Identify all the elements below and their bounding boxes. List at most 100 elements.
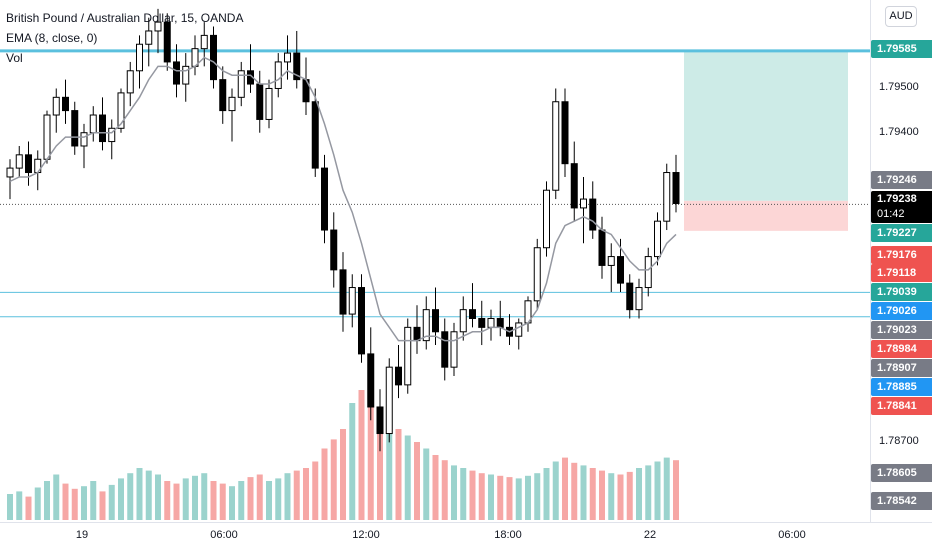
volume-bar bbox=[321, 448, 328, 520]
candle-body bbox=[672, 172, 680, 204]
candle-body bbox=[635, 287, 643, 311]
price-tick-label: 1.79500 bbox=[879, 81, 919, 94]
volume-bar bbox=[580, 465, 587, 520]
price-tag: 1.79227 bbox=[871, 224, 932, 242]
candle-body bbox=[543, 189, 550, 249]
volume-bar bbox=[145, 470, 152, 520]
candle-body bbox=[293, 52, 301, 81]
candle-body bbox=[487, 318, 495, 328]
candle-body bbox=[284, 52, 291, 63]
candle-body bbox=[533, 247, 541, 302]
volume-bar bbox=[515, 478, 522, 520]
volume-bar bbox=[626, 471, 633, 520]
volume-bar bbox=[53, 474, 60, 520]
candle-body bbox=[89, 114, 97, 134]
candle-body bbox=[367, 353, 375, 408]
candle-body bbox=[413, 326, 421, 342]
candle-body bbox=[321, 167, 328, 231]
volume-bar bbox=[275, 478, 282, 520]
candle-body bbox=[644, 256, 652, 289]
volume-bar bbox=[460, 468, 467, 520]
currency-button[interactable]: AUD bbox=[885, 6, 917, 27]
time-label: 22 bbox=[643, 529, 657, 541]
volume-bar bbox=[599, 470, 605, 520]
volume-bar bbox=[414, 442, 420, 520]
volume-bar bbox=[210, 481, 217, 520]
volume-bar bbox=[173, 483, 180, 520]
candle-body bbox=[163, 21, 171, 63]
volume-bar bbox=[497, 475, 504, 520]
candle-body bbox=[654, 220, 661, 258]
volume-bar bbox=[358, 390, 365, 520]
volume-bar bbox=[108, 484, 115, 520]
volume-bar bbox=[44, 481, 50, 520]
volume-bar bbox=[645, 465, 652, 520]
price-tag: 1.78605 bbox=[871, 464, 932, 482]
volume-bar bbox=[62, 483, 69, 520]
volume-bar bbox=[469, 470, 476, 520]
candle-body bbox=[358, 287, 365, 355]
price-tag: 1.78885 bbox=[871, 378, 932, 396]
time-label: 06:00 bbox=[210, 529, 238, 541]
candle-body bbox=[25, 154, 32, 174]
candle-body bbox=[219, 79, 227, 112]
volume-bar bbox=[423, 448, 430, 520]
candle-body bbox=[496, 318, 504, 328]
volume-bar bbox=[136, 468, 143, 520]
volume-bar bbox=[386, 416, 393, 520]
volume-bar bbox=[34, 487, 41, 520]
candle-body bbox=[432, 309, 439, 333]
candle-body bbox=[80, 132, 88, 147]
time-label: 19 bbox=[75, 529, 89, 541]
time-scale[interactable]: 19 06:00 12:00 18:00 22 06:00 bbox=[0, 522, 932, 550]
candle-body bbox=[71, 110, 79, 147]
chart-area[interactable]: British Pound / Australian Dollar, 15, O… bbox=[0, 0, 870, 522]
volume-bar bbox=[506, 477, 513, 520]
price-tag: 1.79039 bbox=[871, 283, 932, 301]
candle-body bbox=[469, 309, 476, 320]
volume-bar bbox=[663, 457, 670, 520]
candle-body bbox=[376, 406, 384, 435]
volume-bar bbox=[377, 409, 383, 520]
volume-bar bbox=[589, 468, 596, 520]
ema-legend[interactable]: EMA (8, close, 0) bbox=[6, 31, 98, 45]
volume-legend[interactable]: Vol bbox=[6, 51, 23, 65]
candle-body bbox=[256, 83, 264, 120]
candle-body bbox=[478, 318, 486, 328]
volume-bar bbox=[99, 491, 106, 520]
price-tag: 1.78542 bbox=[871, 492, 932, 510]
candle-body bbox=[182, 65, 190, 85]
volume-bar bbox=[71, 488, 78, 520]
volume-bar bbox=[673, 460, 679, 520]
candle-body bbox=[607, 256, 615, 266]
candle-body bbox=[265, 87, 273, 120]
volume-bar bbox=[451, 465, 457, 520]
candle-body bbox=[117, 92, 125, 129]
candle-body bbox=[52, 96, 60, 116]
price-tag: 1.79023 bbox=[871, 321, 932, 339]
volume-bar bbox=[16, 491, 23, 520]
candle-body bbox=[330, 229, 338, 271]
loss-zone bbox=[684, 200, 848, 231]
volume-bar bbox=[201, 473, 208, 520]
ema-line bbox=[9, 56, 677, 342]
volume-bar bbox=[552, 461, 559, 520]
volume-bar bbox=[534, 473, 541, 520]
volume-bar bbox=[571, 462, 578, 520]
volume-bar bbox=[90, 481, 97, 520]
candle-body bbox=[62, 96, 69, 112]
price-tag: 1.78841 bbox=[871, 397, 932, 415]
symbol-legend[interactable]: British Pound / Australian Dollar, 15, O… bbox=[6, 11, 244, 25]
candlestick-chart[interactable] bbox=[0, 0, 870, 522]
price-tag: 1.79238 01:42 bbox=[871, 191, 932, 223]
candle-body bbox=[145, 30, 153, 45]
volume-bar bbox=[229, 486, 235, 520]
candle-body bbox=[404, 326, 412, 386]
volume-bar bbox=[127, 473, 134, 520]
volume-bar bbox=[192, 475, 198, 520]
candle-body bbox=[441, 331, 449, 368]
bar-countdown: 01:42 bbox=[877, 208, 905, 220]
price-tag: 1.79246 bbox=[871, 171, 932, 189]
candle-body bbox=[580, 198, 587, 209]
volume-bar bbox=[219, 483, 226, 520]
